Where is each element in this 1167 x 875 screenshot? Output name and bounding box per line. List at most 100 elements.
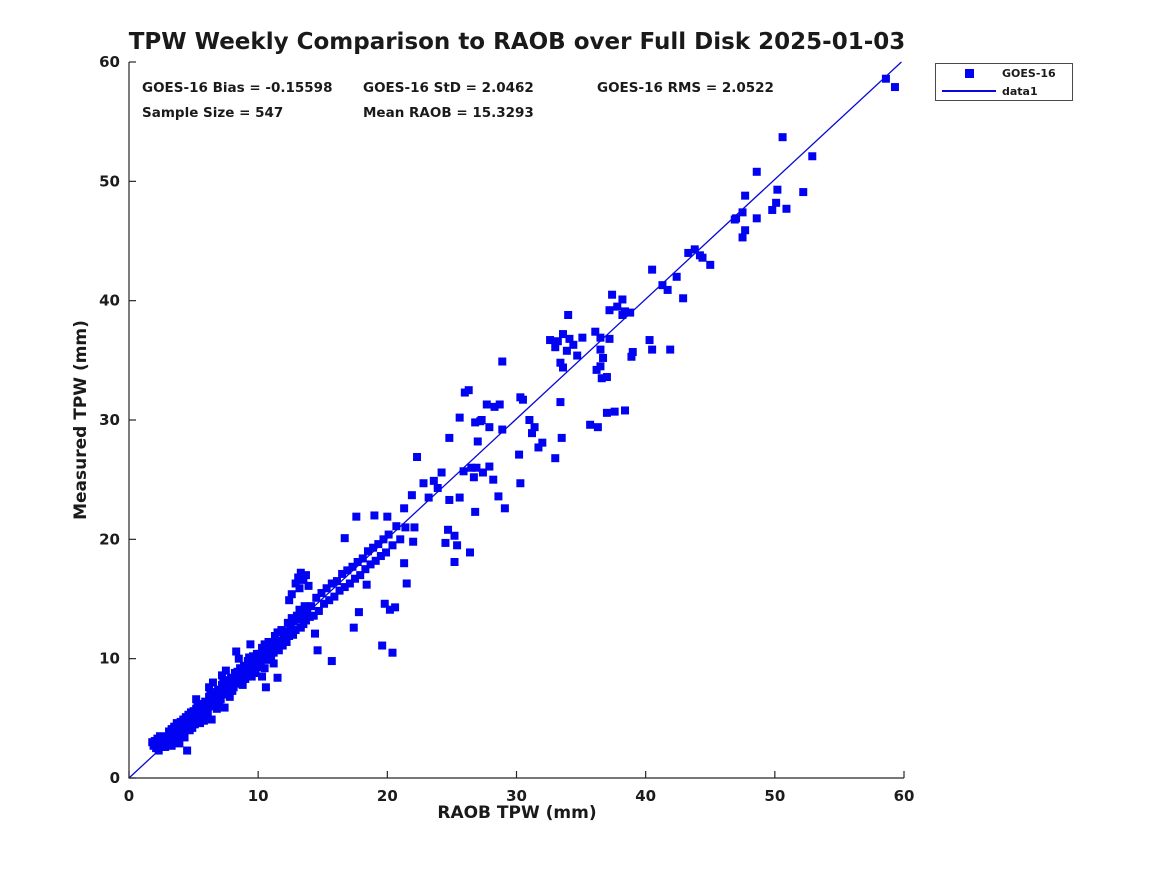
scatter-point	[478, 468, 487, 477]
scatter-point	[772, 198, 781, 207]
scatter-point	[154, 746, 163, 755]
scatter-point	[628, 347, 637, 356]
stat-bias: GOES-16 Bias = -0.15598	[142, 80, 333, 96]
x-tick-label: 20	[377, 787, 398, 805]
scatter-point	[534, 443, 543, 452]
scatter-point	[453, 541, 462, 550]
scatter-point	[424, 493, 433, 502]
scatter-point	[498, 357, 507, 366]
scatter-point	[738, 233, 747, 242]
scatter-point	[251, 668, 260, 677]
scatter-point	[471, 418, 480, 427]
scatter-point	[485, 423, 494, 432]
scatter-point	[183, 746, 192, 755]
scatter-series	[148, 74, 899, 755]
x-tick-label: 0	[124, 787, 134, 805]
scatter-point	[472, 463, 481, 472]
legend-item-label: data1	[1002, 84, 1038, 98]
scatter-point	[551, 454, 560, 463]
scatter-point	[808, 152, 817, 161]
scatter-point	[255, 649, 264, 658]
scatter-point	[455, 413, 464, 422]
scatter-point	[569, 340, 578, 349]
scatter-point	[327, 579, 336, 588]
scatter-point	[383, 512, 392, 521]
scatter-point	[690, 245, 699, 254]
scatter-point	[388, 541, 397, 550]
scatter-point	[433, 484, 442, 493]
scatter-point	[246, 640, 255, 649]
scatter-point	[218, 671, 226, 680]
scatter-point	[586, 420, 595, 429]
scatter-point	[494, 492, 503, 501]
scatter-point	[283, 618, 292, 627]
scatter-point	[258, 672, 267, 681]
scatter-point	[666, 345, 675, 354]
scatter-point	[317, 589, 326, 598]
scatter-point	[437, 468, 446, 477]
scatter-point	[285, 596, 294, 605]
legend: GOES-16 data1	[935, 63, 1073, 101]
scatter-point	[466, 548, 474, 557]
scatter-point	[778, 133, 787, 142]
scatter-point	[663, 285, 672, 294]
y-tick-label: 50	[99, 172, 120, 190]
scatter-point	[490, 402, 499, 411]
scatter-point	[221, 666, 230, 675]
scatter-point	[289, 630, 298, 639]
scatter-point	[392, 522, 401, 531]
scatter-point	[384, 530, 393, 539]
stat-mean-raob: Mean RAOB = 15.3293	[363, 105, 534, 121]
scatter-point	[419, 479, 428, 488]
scatter-point	[199, 716, 208, 725]
scatter-point	[610, 407, 619, 416]
scatter-point	[238, 680, 247, 689]
scatter-point	[562, 346, 571, 355]
scatter-point	[530, 423, 539, 432]
scatter-point	[500, 504, 509, 513]
scatter-point	[410, 523, 419, 532]
scatter-point	[287, 590, 296, 599]
scatter-point	[295, 584, 304, 593]
scatter-point	[296, 568, 305, 577]
scatter-point	[799, 188, 808, 197]
scatter-point	[205, 683, 214, 692]
scatter-point	[613, 302, 622, 311]
scatter-point	[648, 265, 657, 274]
scatter-point	[267, 654, 276, 663]
scatter-point	[356, 571, 365, 580]
scatter-point	[565, 334, 574, 343]
scatter-point	[467, 463, 476, 472]
scatter-point	[441, 538, 450, 547]
x-tick-label: 50	[764, 787, 785, 805]
scatter-point	[312, 593, 321, 602]
scatter-point	[528, 429, 536, 438]
scatter-point	[546, 336, 555, 345]
scatter-point	[591, 327, 600, 336]
scatter-point	[261, 683, 270, 692]
scatter-point	[518, 395, 527, 404]
scatter-point	[363, 547, 372, 556]
scatter-point	[556, 358, 565, 367]
scatter-point	[596, 345, 605, 354]
scatter-point	[732, 214, 741, 223]
x-tick-label: 40	[635, 787, 656, 805]
scatter-point	[340, 583, 349, 592]
scatter-point	[409, 537, 418, 546]
y-tick-label: 30	[99, 411, 120, 429]
scatter-point	[313, 646, 322, 655]
scatter-point	[557, 433, 566, 442]
scatter-point	[455, 493, 464, 502]
scatter-point	[274, 646, 283, 655]
scatter-point	[256, 659, 265, 668]
scatter-point	[485, 462, 494, 471]
scatter-point	[773, 185, 782, 194]
scatter-point	[303, 606, 312, 615]
scatter-point	[340, 534, 349, 543]
scatter-point	[304, 581, 313, 590]
scatter-point	[608, 290, 617, 299]
scatter-point	[371, 556, 380, 565]
scatter-point	[273, 673, 282, 682]
